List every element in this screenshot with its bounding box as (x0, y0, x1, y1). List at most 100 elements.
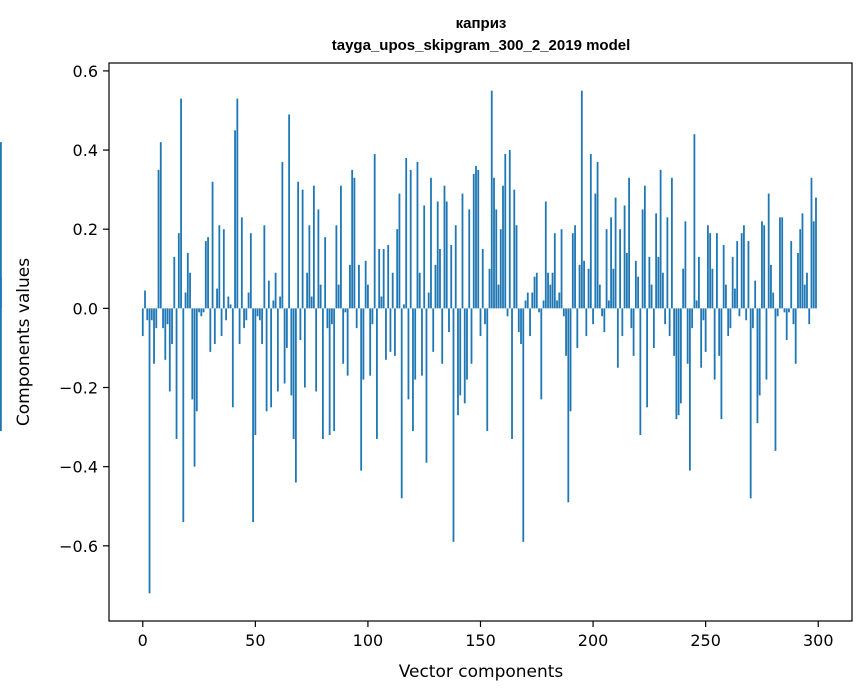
bar-75 (310, 296, 313, 309)
bar-60 (276, 308, 279, 392)
bar-62 (281, 161, 284, 309)
bar-73 (306, 272, 309, 309)
bar-202 (596, 161, 599, 309)
bar-140 (457, 308, 459, 416)
bar-106 (380, 296, 383, 309)
bar-95 (355, 308, 358, 329)
bar-47 (247, 292, 250, 309)
bar-127 (427, 292, 430, 309)
bar-19 (184, 292, 187, 309)
bar-58 (272, 300, 275, 309)
bar-204 (601, 308, 603, 317)
bar-236 (673, 308, 676, 356)
bar-111 (391, 272, 394, 309)
bar-186 (560, 229, 563, 309)
bar-49 (252, 308, 254, 523)
bar-14 (173, 256, 176, 309)
bar-82 (326, 308, 329, 329)
bar-223 (643, 185, 646, 309)
bar-7 (157, 169, 160, 309)
bar-228 (655, 213, 658, 309)
bar-213 (621, 308, 624, 337)
bar-296 (808, 308, 811, 325)
bar-201 (594, 193, 597, 309)
bar-194 (578, 264, 581, 309)
bar-155 (490, 90, 493, 309)
bar-206 (605, 229, 608, 309)
x-tick-label: 150 (465, 631, 496, 650)
bar-266 (740, 233, 743, 309)
bar-146 (470, 308, 473, 364)
bar-248 (700, 308, 703, 368)
bar-97 (360, 308, 363, 471)
x-axis-ticks: 0 50 100 150 200 250 300 (138, 621, 834, 650)
bar-89 (342, 308, 345, 364)
bar-36 (222, 229, 225, 309)
bar-147 (472, 173, 475, 309)
bar-37 (225, 308, 227, 321)
bar-302 (0, 308, 2, 432)
bar-64 (285, 308, 288, 348)
bar-218 (632, 308, 635, 356)
bar-290 (794, 308, 797, 364)
bar-234 (668, 308, 671, 337)
bar-59 (274, 272, 277, 309)
bar-285 (783, 308, 786, 313)
bar-208 (610, 217, 612, 309)
bar-102 (371, 308, 374, 325)
bar-69 (297, 181, 300, 309)
bar-279 (770, 264, 772, 309)
bar-177 (540, 308, 543, 400)
bar-68 (294, 308, 297, 483)
bar-83 (328, 308, 331, 435)
bar-144 (466, 308, 468, 380)
bar-4 (150, 308, 153, 321)
bar-224 (646, 308, 649, 408)
bar-107 (382, 249, 385, 309)
bar-45 (243, 308, 245, 329)
bar-160 (502, 185, 504, 309)
bar-167 (517, 308, 520, 333)
bar-151 (481, 249, 484, 309)
bar-79 (319, 284, 322, 309)
bar-278 (767, 193, 770, 309)
y-tick-label: 0.2 (73, 220, 98, 239)
bar-18 (182, 308, 185, 523)
bar-114 (398, 193, 401, 309)
bar-39 (229, 304, 232, 309)
bar-163 (508, 150, 511, 309)
bar-262 (731, 256, 734, 309)
bar-156 (493, 177, 495, 309)
bar-245 (693, 134, 696, 309)
bar-226 (650, 284, 653, 309)
bar-8 (159, 142, 162, 309)
bar-132 (439, 249, 441, 309)
bar-38 (227, 296, 230, 309)
bar-52 (258, 308, 261, 321)
bar-225 (648, 256, 651, 309)
bar-117 (405, 157, 408, 309)
bar-115 (400, 308, 403, 499)
bar-182 (551, 272, 554, 309)
bar-3 (148, 308, 151, 594)
chart-subtitle: tayga_upos_skipgram_300_2_2019 model (332, 37, 631, 54)
x-tick-label: 100 (353, 631, 384, 650)
bar-281 (774, 308, 777, 451)
bar-181 (549, 284, 552, 309)
bar-212 (619, 229, 621, 309)
bar-246 (695, 300, 698, 309)
bars-group (0, 90, 817, 594)
bar-126 (425, 308, 428, 463)
bar-105 (378, 249, 381, 309)
bar-145 (468, 209, 471, 309)
bar-211 (616, 308, 619, 368)
bar-275 (761, 221, 763, 309)
bar-207 (607, 300, 610, 309)
bar-189 (567, 308, 570, 503)
bar-170 (524, 300, 527, 309)
bar-258 (722, 245, 725, 309)
bar-121 (414, 308, 417, 380)
bar-244 (691, 308, 694, 329)
bar-142 (461, 193, 464, 309)
bar-293 (801, 213, 804, 309)
